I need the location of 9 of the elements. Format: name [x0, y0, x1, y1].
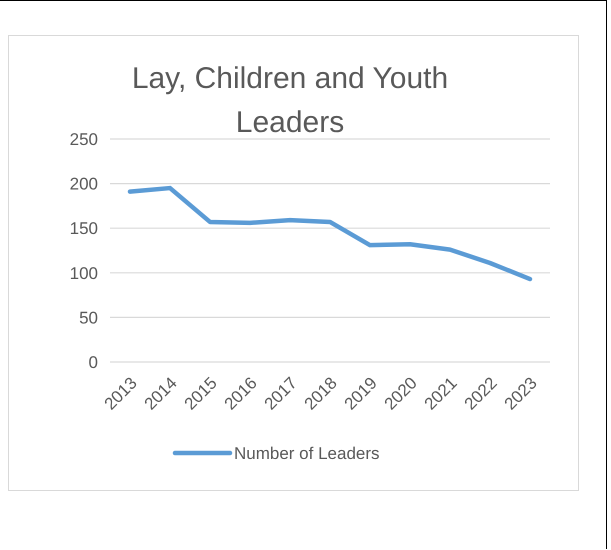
chart-title: Lay, Children and Youth Leaders: [132, 62, 448, 139]
y-tick-label: 250: [70, 130, 98, 149]
y-tick-label: 200: [70, 174, 98, 194]
y-tick-label: 50: [79, 308, 98, 328]
legend-label: Number of Leaders: [234, 444, 380, 463]
y-tick-label: 0: [88, 353, 98, 372]
y-tick-label: 100: [70, 264, 98, 283]
line-series: [128, 186, 532, 282]
y-tick-label: 150: [70, 219, 98, 238]
